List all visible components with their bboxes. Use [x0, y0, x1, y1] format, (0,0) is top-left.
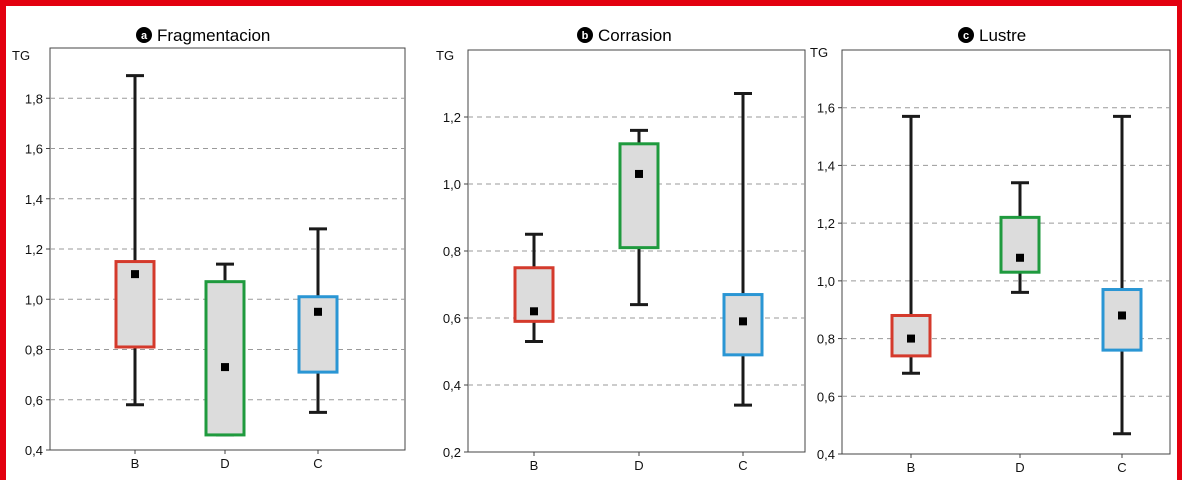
box-D	[204, 262, 246, 437]
panel-fragmentacion: a Fragmentacion TG 0,4 0,6 0,8 1,0 1,2 1,4 1,6…	[12, 26, 406, 471]
box-body	[618, 142, 660, 250]
x-tick-label: C	[313, 456, 322, 471]
y-tick-label: 1,2	[817, 216, 835, 231]
y-tick-label: 0,6	[443, 311, 461, 326]
box-body	[297, 295, 339, 374]
y-tick-label: 1,8	[25, 91, 43, 106]
box-C	[722, 92, 764, 407]
y-tick-label: 1,4	[25, 192, 43, 207]
y-tick-label: 1,4	[817, 158, 835, 173]
median-marker	[739, 317, 747, 326]
plot-area: 0,4 0,6 0,8 1,0 1,2 1,4 1,6 1,8 B D C	[25, 47, 406, 471]
median-marker	[221, 363, 229, 372]
y-tick-label: 0,6	[25, 393, 43, 408]
box-C	[1101, 114, 1143, 436]
panel-title: a Fragmentacion	[136, 26, 270, 45]
box-B	[114, 74, 156, 407]
y-axis-label: TG	[436, 48, 454, 63]
chart-title: Corrasion	[598, 26, 672, 45]
median-marker	[1118, 311, 1126, 320]
badge-letter: b	[582, 30, 589, 42]
box-body	[114, 260, 156, 349]
y-tick-label: 0,4	[25, 443, 43, 458]
panel-corrasion: b Corrasion TG 0,2 0,4 0,6 0,8 1,0 1,2 B D C	[436, 26, 806, 473]
y-tick-label: 1,0	[817, 274, 835, 289]
y-axis-label: TG	[12, 48, 30, 63]
y-tick-label: 0,8	[443, 244, 461, 259]
x-tick-label: C	[1117, 460, 1126, 475]
y-tick-label: 1,0	[25, 292, 43, 307]
panel-title: c Lustre	[958, 26, 1026, 45]
median-marker	[1016, 253, 1024, 262]
plot-frame	[467, 49, 806, 453]
box-body	[1101, 288, 1143, 352]
y-tick-label: 1,6	[817, 101, 835, 116]
y-tick-label: 0,4	[443, 378, 461, 393]
y-tick-label: 0,8	[817, 332, 835, 347]
box-D	[618, 128, 660, 307]
median-marker	[131, 270, 139, 279]
box-D	[999, 181, 1041, 294]
x-tick-label: D	[220, 456, 229, 471]
box-body	[999, 215, 1041, 274]
x-tick-label: C	[738, 458, 747, 473]
y-tick-label: 1,2	[443, 110, 461, 125]
badge-letter: a	[141, 30, 148, 42]
badge-letter: c	[963, 30, 969, 42]
x-tick-label: B	[530, 458, 539, 473]
plot-area: 0,2 0,4 0,6 0,8 1,0 1,2 B D C	[443, 49, 806, 473]
badge-circle	[958, 27, 974, 43]
x-tick-label: B	[131, 456, 140, 471]
panel-lustre: c Lustre TG 0,4 0,6 0,8 1,0 1,2 1,4 1,6 B D C	[810, 26, 1171, 475]
x-tick-label: B	[907, 460, 916, 475]
y-tick-label: 0,6	[817, 389, 835, 404]
box-body	[204, 280, 246, 437]
y-tick-label: 1,0	[443, 177, 461, 192]
box-B	[513, 232, 555, 343]
badge-circle	[136, 27, 152, 43]
x-tick-label: D	[1015, 460, 1024, 475]
median-marker	[314, 307, 322, 316]
chart-title: Lustre	[979, 26, 1026, 45]
y-tick-label: 0,8	[25, 343, 43, 358]
y-tick-label: 0,2	[443, 445, 461, 460]
median-marker	[530, 307, 538, 316]
y-tick-label: 1,2	[25, 242, 43, 257]
y-tick-label: 0,4	[817, 447, 835, 462]
box-C	[297, 227, 339, 414]
y-tick-label: 1,6	[25, 142, 43, 157]
y-axis-label: TG	[810, 45, 828, 60]
badge-circle	[577, 27, 593, 43]
plot-area: 0,4 0,6 0,8 1,0 1,2 1,4 1,6 B D C	[817, 49, 1171, 475]
panel-title: b Corrasion	[577, 26, 672, 45]
median-marker	[907, 334, 915, 343]
x-tick-label: D	[634, 458, 643, 473]
box-B	[890, 114, 932, 375]
median-marker	[635, 169, 643, 178]
chart-title: Fragmentacion	[157, 26, 270, 45]
